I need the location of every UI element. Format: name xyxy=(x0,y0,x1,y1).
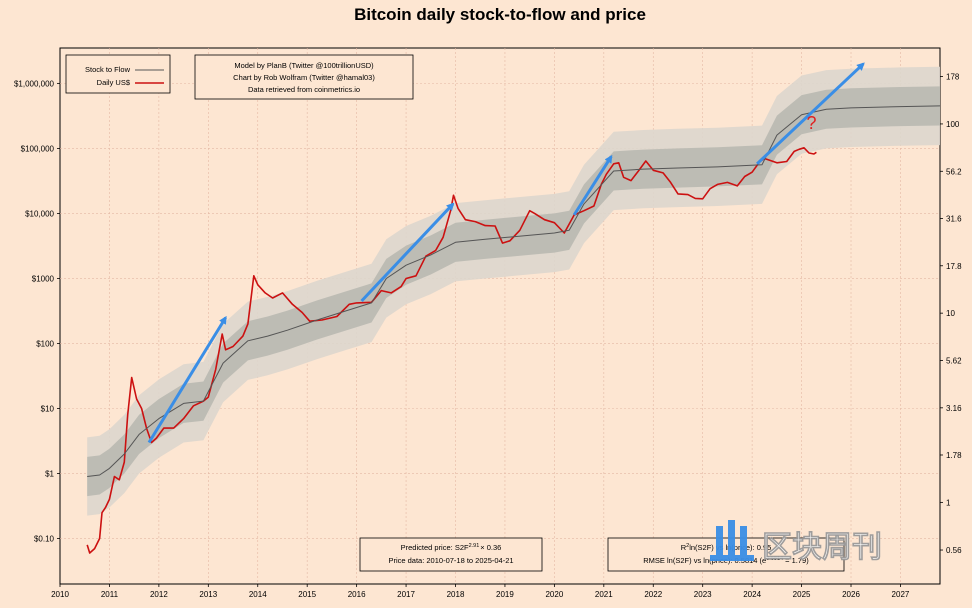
x-tick-label: 2017 xyxy=(397,590,415,599)
y-tick-label-right: 5.62 xyxy=(946,357,962,366)
y-tick-label-left: $100 xyxy=(36,339,54,348)
y-tick-label-left: $10 xyxy=(41,405,55,414)
x-tick-label: 2023 xyxy=(694,590,712,599)
y-tick-label-right: 178 xyxy=(946,73,960,82)
y-tick-label-left: $10,000 xyxy=(25,209,54,218)
trend-arrow xyxy=(572,154,613,216)
x-tick-label: 2021 xyxy=(595,590,613,599)
rmse-stat: RMSE ln(S2F) vs ln(price): 0.5814 (e0.58… xyxy=(643,556,809,565)
x-tick-label: 2027 xyxy=(892,590,910,599)
y-axis-left-ticks: $0.10 $1 $10 $100 $1000 $10,000 $100,000 $1,000… xyxy=(14,79,60,544)
legend-label-price: Daily US$ xyxy=(97,78,131,87)
trend-arrow xyxy=(360,202,455,303)
info-model-credit: Model by PlanB (Twitter @100trillionUSD) xyxy=(234,61,374,70)
y-tick-label-right: 10 xyxy=(946,309,955,318)
s2f-inner-band xyxy=(87,86,940,497)
price-line xyxy=(86,147,817,554)
question-mark: ? xyxy=(806,113,816,133)
y-tick-label-left: $100,000 xyxy=(21,144,55,153)
x-tick-label: 2014 xyxy=(249,590,267,599)
info-chart-credit: Chart by Rob Wolfram (Twitter @hamal03) xyxy=(233,73,375,82)
y-tick-label-left: $1000 xyxy=(32,274,55,283)
x-tick-label: 2010 xyxy=(51,590,69,599)
x-tick-label: 2025 xyxy=(793,590,811,599)
y-tick-label-left: $1,000,000 xyxy=(14,79,55,88)
x-tick-label: 2022 xyxy=(644,590,662,599)
info-box-prediction: Predicted price: S2F2.91× 0.36 Price dat… xyxy=(359,537,543,572)
y-tick-label-left: $1 xyxy=(45,470,54,479)
watermark: 区块周刊 xyxy=(710,520,882,565)
x-tick-label: 2011 xyxy=(101,590,119,599)
legend-label-s2f: Stock to Flow xyxy=(85,65,131,74)
annotations: ? xyxy=(147,62,865,444)
watermark-text: 区块周刊 xyxy=(762,530,882,565)
y-tick-label-right: 3.16 xyxy=(946,404,962,413)
x-tick-label: 2024 xyxy=(743,590,761,599)
info-box-top-frame xyxy=(194,54,414,100)
s2f-bands xyxy=(87,66,940,516)
price-data-range: Price data: 2010-07-18 to 2025-04-21 xyxy=(388,556,513,565)
info-box-prediction-frame xyxy=(359,537,543,572)
x-tick-label: 2013 xyxy=(199,590,217,599)
x-tick-label: 2018 xyxy=(447,590,465,599)
info-box-top: Model by PlanB (Twitter @100trillionUSD)… xyxy=(194,54,414,100)
y-tick-label-right: 1 xyxy=(946,498,951,507)
y-tick-label-right: 100 xyxy=(946,120,960,129)
x-tick-label: 2015 xyxy=(298,590,316,599)
x-tick-label: 2020 xyxy=(545,590,563,599)
y-tick-label-right: 0.56 xyxy=(946,546,962,555)
x-axis-ticks: 2010 2011 2012 2013 2014 2015 2016 2017 2018 2019… xyxy=(51,584,910,599)
trend-arrow xyxy=(147,315,227,444)
x-tick-label: 2019 xyxy=(496,590,514,599)
info-box-stats-frame xyxy=(607,537,845,572)
y-axis-right-ticks: 0.56 1 1.78 3.16 5.62 10 17.8 31.6 56.2 100 178 xyxy=(940,73,962,555)
y-tick-label-right: 1.78 xyxy=(946,451,962,460)
y-tick-label-left: $0.10 xyxy=(34,535,55,544)
y-tick-label-right: 56.2 xyxy=(946,167,962,176)
x-tick-label: 2026 xyxy=(842,590,860,599)
y-tick-label-right: 17.8 xyxy=(946,262,962,271)
trend-arrow xyxy=(756,62,865,165)
legend: Stock to Flow Daily US$ xyxy=(65,54,171,94)
watermark-logo-icon xyxy=(710,520,754,561)
x-tick-label: 2012 xyxy=(150,590,168,599)
y-tick-label-right: 31.6 xyxy=(946,215,962,224)
info-data-source: Data retrieved from coinmetrics.io xyxy=(248,85,360,94)
x-tick-label: 2016 xyxy=(348,590,366,599)
predicted-price-formula: Predicted price: S2F2.91× 0.36 xyxy=(401,543,502,552)
chart-title: Bitcoin daily stock-to-flow and price xyxy=(354,5,646,24)
r-squared-stat: R2ln(S2F) vs ln(price): 0.95 xyxy=(681,543,772,552)
legend-box xyxy=(65,54,171,94)
